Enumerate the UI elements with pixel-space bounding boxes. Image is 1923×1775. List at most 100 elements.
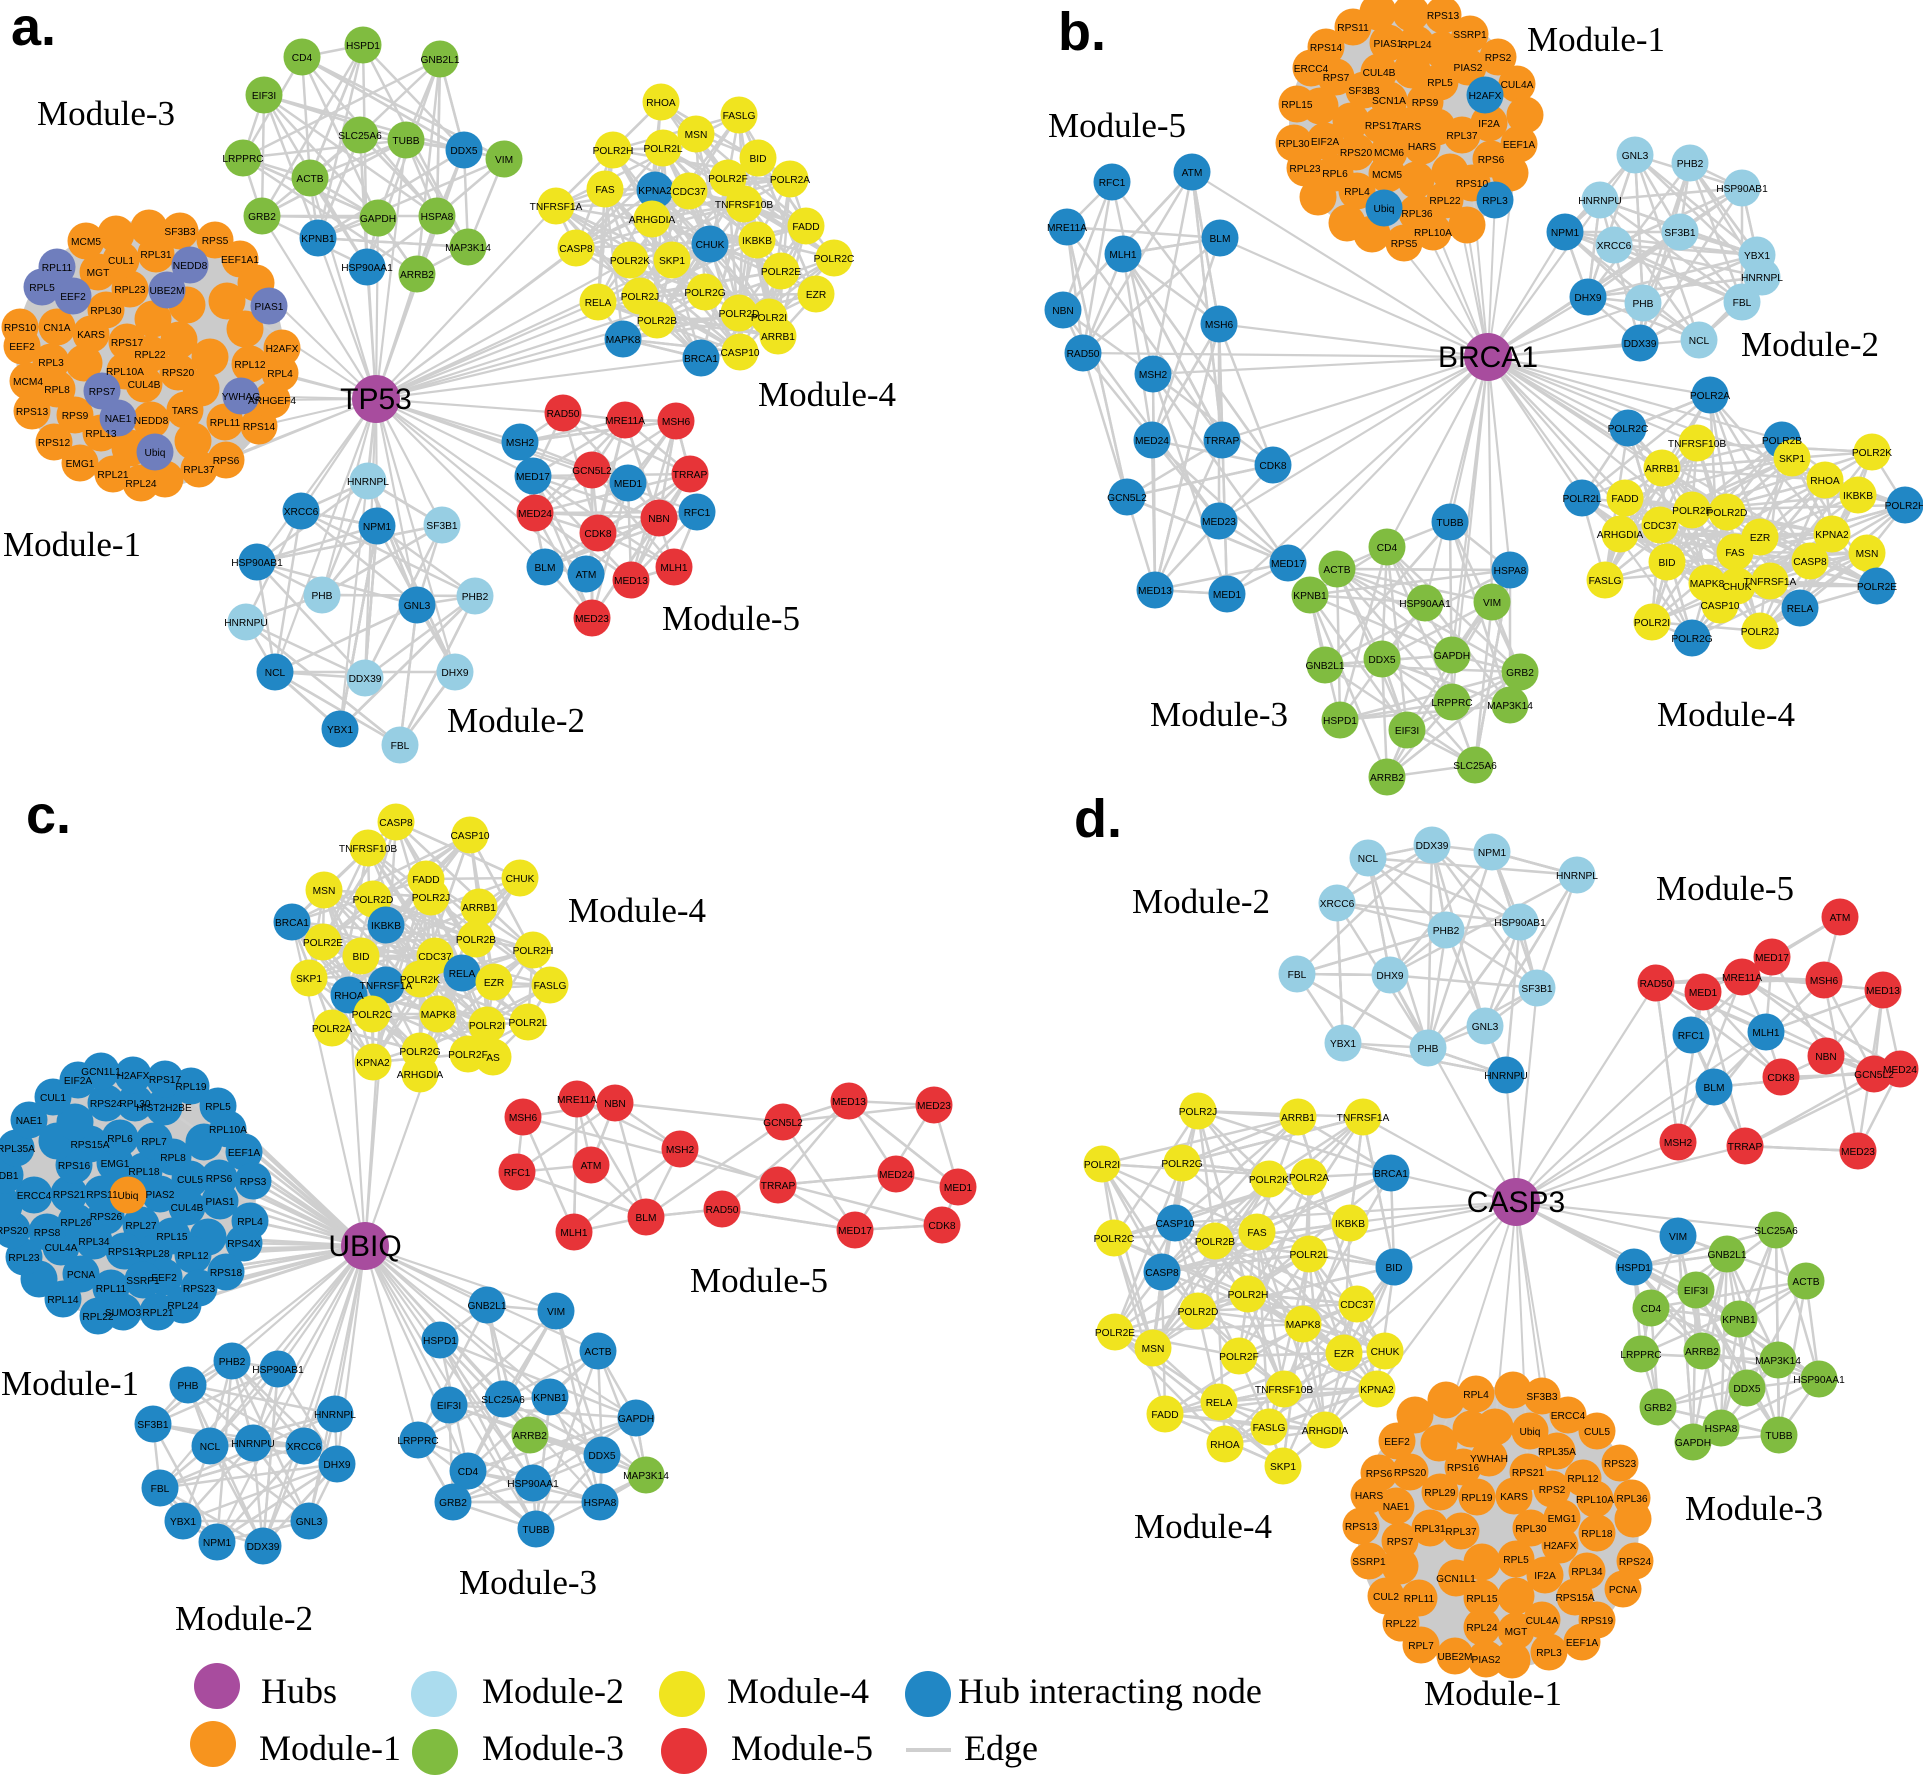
svg-text:MSH2: MSH2 xyxy=(506,438,535,449)
svg-text:PHB: PHB xyxy=(312,591,333,602)
svg-text:RPL4: RPL4 xyxy=(237,1217,263,1228)
svg-text:RPL19: RPL19 xyxy=(1461,1493,1492,1504)
svg-text:POLR2J: POLR2J xyxy=(1179,1107,1218,1118)
svg-text:RPS7: RPS7 xyxy=(1323,73,1350,84)
svg-text:EEF1A: EEF1A xyxy=(1503,140,1535,151)
svg-text:CASP8: CASP8 xyxy=(559,244,593,255)
svg-text:BLM: BLM xyxy=(1210,234,1231,245)
svg-text:GNL3: GNL3 xyxy=(1472,1022,1499,1033)
svg-text:Module-1: Module-1 xyxy=(259,1728,401,1768)
svg-text:RPL35A: RPL35A xyxy=(1538,1447,1576,1458)
svg-text:EEF2: EEF2 xyxy=(1384,1437,1410,1448)
svg-text:RPL21: RPL21 xyxy=(97,470,128,481)
svg-text:EIF3I: EIF3I xyxy=(1395,726,1419,737)
svg-text:RPS10: RPS10 xyxy=(1456,179,1489,190)
svg-text:POLR2A: POLR2A xyxy=(1289,1173,1329,1184)
svg-text:Ubiq: Ubiq xyxy=(1374,204,1395,215)
svg-text:EZR: EZR xyxy=(1334,1349,1354,1360)
svg-text:CD4: CD4 xyxy=(1377,543,1398,554)
svg-text:Module-3: Module-3 xyxy=(482,1728,624,1768)
svg-text:RELA: RELA xyxy=(449,969,476,980)
svg-text:EIF3I: EIF3I xyxy=(1684,1286,1708,1297)
svg-text:Module-2: Module-2 xyxy=(1132,882,1270,921)
svg-text:RPS14: RPS14 xyxy=(243,422,276,433)
svg-text:CD4: CD4 xyxy=(292,53,313,64)
svg-text:RHOA: RHOA xyxy=(1810,476,1840,487)
svg-text:YBX1: YBX1 xyxy=(170,1517,196,1528)
svg-text:Module-1: Module-1 xyxy=(1527,20,1665,59)
svg-text:SSRP1: SSRP1 xyxy=(1453,30,1487,41)
svg-text:HSP90AB1: HSP90AB1 xyxy=(231,558,283,569)
svg-text:RPL31: RPL31 xyxy=(140,250,171,261)
svg-text:MED23: MED23 xyxy=(1841,1147,1875,1158)
svg-text:SCN1A: SCN1A xyxy=(1372,96,1406,107)
svg-text:MSN: MSN xyxy=(1856,549,1879,560)
svg-text:HNRNPU: HNRNPU xyxy=(224,618,268,629)
svg-text:RPL15: RPL15 xyxy=(156,1232,187,1243)
svg-text:MLH1: MLH1 xyxy=(660,563,688,574)
svg-text:PIAS1: PIAS1 xyxy=(1374,39,1403,50)
svg-text:Module-2: Module-2 xyxy=(447,701,585,740)
svg-text:RPS11: RPS11 xyxy=(1337,23,1369,34)
svg-text:Module-5: Module-5 xyxy=(1048,106,1186,145)
svg-text:Module-3: Module-3 xyxy=(1685,1489,1823,1528)
svg-text:GNB2L1: GNB2L1 xyxy=(420,55,459,66)
svg-text:POLR2B: POLR2B xyxy=(1195,1237,1235,1248)
svg-text:Ubiq: Ubiq xyxy=(118,1191,139,1202)
svg-text:CUL4A: CUL4A xyxy=(1501,80,1534,91)
svg-text:ACTB: ACTB xyxy=(1792,1277,1819,1288)
svg-text:c.: c. xyxy=(26,785,71,845)
svg-text:MED1: MED1 xyxy=(614,479,643,490)
svg-text:CUL4B: CUL4B xyxy=(171,1203,204,1214)
svg-text:RPL31: RPL31 xyxy=(1414,1524,1445,1535)
svg-text:TRRAP: TRRAP xyxy=(1205,436,1240,447)
svg-text:SF3B3: SF3B3 xyxy=(1348,86,1379,97)
svg-text:SLC25A6: SLC25A6 xyxy=(481,1395,525,1406)
svg-text:RHOA: RHOA xyxy=(334,991,364,1002)
svg-text:POLR2G: POLR2G xyxy=(684,288,725,299)
svg-text:MCM5: MCM5 xyxy=(1372,170,1402,181)
svg-text:NPM1: NPM1 xyxy=(203,1538,232,1549)
svg-text:ERCC4: ERCC4 xyxy=(1294,64,1329,75)
svg-text:GNB2L1: GNB2L1 xyxy=(1707,1250,1746,1261)
svg-text:MED13: MED13 xyxy=(1138,586,1172,597)
svg-text:RFC1: RFC1 xyxy=(1099,178,1126,189)
svg-text:FADD: FADD xyxy=(792,222,819,233)
svg-text:RPS11: RPS11 xyxy=(86,1190,118,1201)
svg-text:PHB2: PHB2 xyxy=(219,1357,246,1368)
svg-text:TRRAP: TRRAP xyxy=(673,470,708,481)
svg-text:POLR2L: POLR2L xyxy=(508,1018,547,1029)
svg-text:RPS19: RPS19 xyxy=(1581,1616,1614,1627)
svg-text:MSN: MSN xyxy=(313,886,336,897)
svg-text:Ubiq: Ubiq xyxy=(1520,1427,1541,1438)
svg-text:CUL1: CUL1 xyxy=(108,256,134,267)
svg-text:LRPPRC: LRPPRC xyxy=(222,154,263,165)
svg-text:VIM: VIM xyxy=(495,155,513,166)
svg-text:TUBB: TUBB xyxy=(392,136,419,147)
svg-text:RAD50: RAD50 xyxy=(1640,979,1673,990)
svg-text:IKBKB: IKBKB xyxy=(371,921,401,932)
svg-text:RPS6: RPS6 xyxy=(206,1174,233,1185)
svg-text:MCM5: MCM5 xyxy=(71,237,101,248)
svg-text:Edge: Edge xyxy=(964,1728,1038,1768)
svg-text:FAS: FAS xyxy=(595,185,614,196)
svg-text:RPL5: RPL5 xyxy=(1427,78,1453,89)
svg-text:NCL: NCL xyxy=(1358,854,1379,865)
svg-text:TUBB: TUBB xyxy=(1765,1431,1792,1442)
svg-text:RPL15: RPL15 xyxy=(1281,100,1312,111)
svg-text:CHUK: CHUK xyxy=(506,874,535,885)
svg-text:Module-4: Module-4 xyxy=(758,375,896,414)
svg-text:ARRB1: ARRB1 xyxy=(1645,464,1679,475)
svg-text:NPM1: NPM1 xyxy=(1551,228,1580,239)
svg-text:MED13: MED13 xyxy=(614,576,648,587)
svg-text:PHB2: PHB2 xyxy=(1677,159,1704,170)
svg-text:MSH2: MSH2 xyxy=(1664,1138,1693,1149)
svg-text:ERCC4: ERCC4 xyxy=(1551,1411,1586,1422)
svg-text:RPL7: RPL7 xyxy=(141,1137,167,1148)
svg-text:POLR2J: POLR2J xyxy=(621,292,660,303)
svg-text:BID: BID xyxy=(353,952,370,963)
svg-text:MRE11A: MRE11A xyxy=(1047,223,1087,234)
svg-text:TNFRSF10B: TNFRSF10B xyxy=(715,200,774,211)
svg-text:IF2A: IF2A xyxy=(1534,1571,1556,1582)
svg-text:GCN1L1: GCN1L1 xyxy=(1436,1574,1476,1585)
